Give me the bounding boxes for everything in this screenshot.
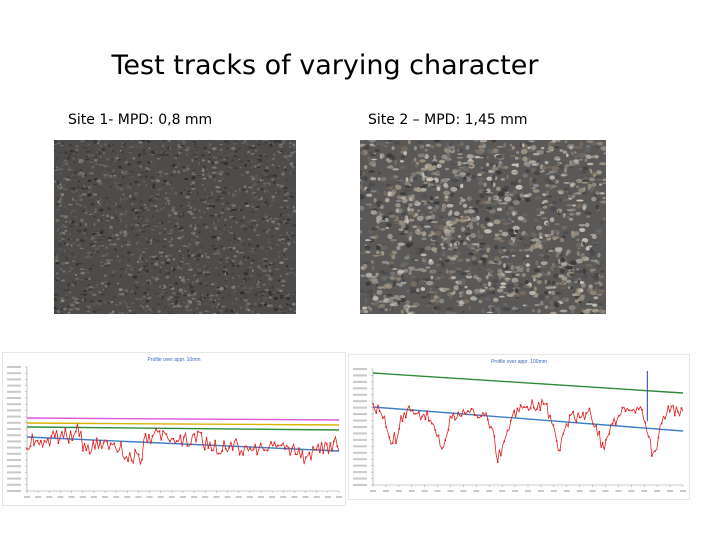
site-2-texture-photo bbox=[360, 140, 606, 314]
site-2-caption: Site 2 – MPD: 1,45 mm bbox=[368, 112, 528, 128]
site-2-profile-chart: Profile over appr. 100mm bbox=[348, 354, 690, 500]
site-2-chart-title: Profile over appr. 100mm bbox=[491, 359, 547, 365]
site-1-chart-title: Profile over appr. 10mm bbox=[147, 357, 201, 363]
site-1-caption: Site 1- MPD: 0,8 mm bbox=[68, 112, 213, 128]
site-1-profile-chart: Profile over appr. 10mm bbox=[2, 352, 346, 506]
site-1-texture-photo bbox=[54, 140, 296, 314]
slide-title: Test tracks of varying character bbox=[111, 50, 539, 81]
